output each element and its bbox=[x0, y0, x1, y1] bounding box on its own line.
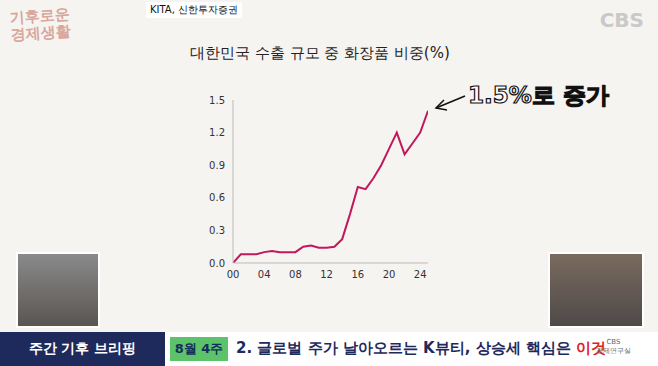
svg-text:0.3: 0.3 bbox=[209, 225, 225, 236]
svg-text:0.6: 0.6 bbox=[209, 192, 225, 203]
svg-text:12: 12 bbox=[320, 269, 333, 280]
svg-text:0.9: 0.9 bbox=[209, 160, 225, 171]
svg-text:1.5: 1.5 bbox=[209, 95, 225, 106]
html-text:KITA, 신한투자증권: KITA, 신한투자증권 bbox=[150, 4, 238, 15]
svg-text:24: 24 bbox=[414, 269, 427, 280]
html-text:1.5%로 증가: 1.5%로 증가 bbox=[468, 82, 609, 108]
svg-text:04: 04 bbox=[258, 269, 271, 280]
svg-text:0.0: 0.0 bbox=[209, 258, 225, 269]
html-text:CBS: CBS bbox=[606, 338, 621, 346]
svg-text:20: 20 bbox=[383, 269, 396, 280]
svg-text:1.2: 1.2 bbox=[209, 127, 225, 138]
html-text:경제연구실: 경제연구실 bbox=[596, 347, 631, 355]
html-text:8월 4주: 8월 4주 bbox=[174, 341, 224, 356]
html-text:2. 글로벌 주가 날아오르는 K뷰티, 상승세 핵심은이것: 2. 글로벌 주가 날아오르는 K뷰티, 상승세 핵심은이것 bbox=[236, 339, 606, 357]
html-text:기후로운: 기후로운 bbox=[8, 5, 70, 28]
html-text:대한민국 수출 규모 중 화장품 비중(%): 대한민국 수출 규모 중 화장품 비중(%) bbox=[190, 44, 450, 62]
svg-text:08: 08 bbox=[289, 269, 302, 280]
html-text:경제생활: 경제생활 bbox=[10, 21, 72, 45]
html-text:CBS: CBS bbox=[599, 8, 644, 32]
svg-text:16: 16 bbox=[351, 269, 364, 280]
html-text:주간 기후 브리핑: 주간 기후 브리핑 bbox=[28, 340, 137, 356]
svg-text:00: 00 bbox=[227, 269, 240, 280]
